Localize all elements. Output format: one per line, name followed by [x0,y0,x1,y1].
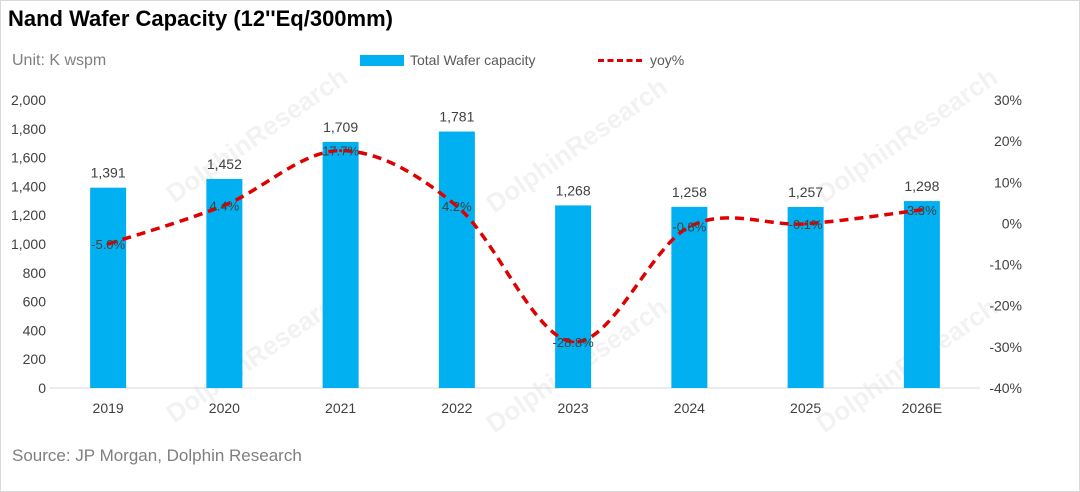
x-tick-label: 2025 [790,400,821,416]
y-left-tick-label: 1,600 [11,150,46,166]
bar-value-label: 1,452 [207,156,242,172]
yoy-value-label: 4.2% [442,199,472,214]
yoy-value-label: -5.0% [91,237,125,252]
yoy-value-label: 17.7% [322,144,359,159]
x-tick-label: 2024 [674,400,705,416]
x-tick-label: 2020 [209,400,240,416]
bar-value-label: 1,257 [788,184,823,200]
yoy-point [222,203,226,207]
y-right-tick-label: -20% [989,298,1022,314]
y-left-tick-label: 1,200 [11,207,46,223]
y-left-tick-label: 400 [23,322,47,338]
y-left-tick-label: 2,000 [11,92,46,108]
yoy-value-label: -0.8% [672,220,706,235]
bar [555,205,592,388]
x-tick-label: 2023 [558,400,589,416]
chart-title: Nand Wafer Capacity (12''Eq/300mm) [8,6,393,31]
y-left-tick-label: 600 [23,294,47,310]
bar [903,201,940,388]
yoy-point [804,222,808,226]
y-left-tick-label: 1,800 [11,121,46,137]
y-right-tick-label: -40% [989,380,1022,396]
bar-value-label: 1,258 [672,184,707,200]
yoy-line [107,148,923,344]
bar [322,141,359,388]
bar-value-label: 1,391 [91,165,126,181]
x-tick-label: 2019 [93,400,124,416]
bar [438,131,475,388]
y-left-tick-label: 1,000 [11,236,46,252]
y-right-tick-label: -10% [989,257,1022,273]
yoy-point [339,149,343,153]
y-left-tick-label: 200 [23,351,47,367]
y-right-tick-label: 0% [1002,215,1022,231]
y-left-tick-label: 800 [23,265,47,281]
bar [787,206,824,388]
legend-line-swatch [598,58,642,62]
legend-item-line: yoy% [598,52,684,68]
bar [206,178,243,388]
legend-item-bar: Total Wafer capacity [360,52,536,68]
bar-value-label: 1,709 [323,119,358,135]
y-right-tick-label: 30% [994,92,1022,108]
x-tick-label: 2022 [441,400,472,416]
yoy-point [920,208,924,212]
bar [90,187,127,388]
bar-value-label: 1,268 [556,182,591,198]
yoy-value-label: 3.3% [907,203,937,218]
y-left-tick-label: 0 [38,380,46,396]
y-left-tick-label: 1,400 [11,178,46,194]
source-note: Source: JP Morgan, Dolphin Research [12,446,302,465]
yoy-point [687,225,691,229]
bar [671,206,708,388]
y-right-tick-label: 10% [994,174,1022,190]
yoy-point [455,204,459,208]
legend-bar-label: Total Wafer capacity [410,52,536,68]
x-tick-label: 2021 [325,400,356,416]
yoy-value-label: -0.1% [789,217,823,232]
yoy-value-label: 4.4% [210,198,240,213]
unit-label: Unit: K wspm [12,52,107,69]
y-right-tick-label: 20% [994,133,1022,149]
yoy-point [106,242,110,246]
legend-line-label: yoy% [650,52,685,68]
yoy-value-label: -28.8% [553,335,595,350]
bar-value-label: 1,298 [904,178,939,194]
x-tick-label: 2026E [902,400,942,416]
y-right-tick-label: -30% [989,339,1022,355]
legend-bar-swatch [360,54,404,66]
bar-value-label: 1,781 [439,109,474,125]
yoy-point [571,340,575,344]
